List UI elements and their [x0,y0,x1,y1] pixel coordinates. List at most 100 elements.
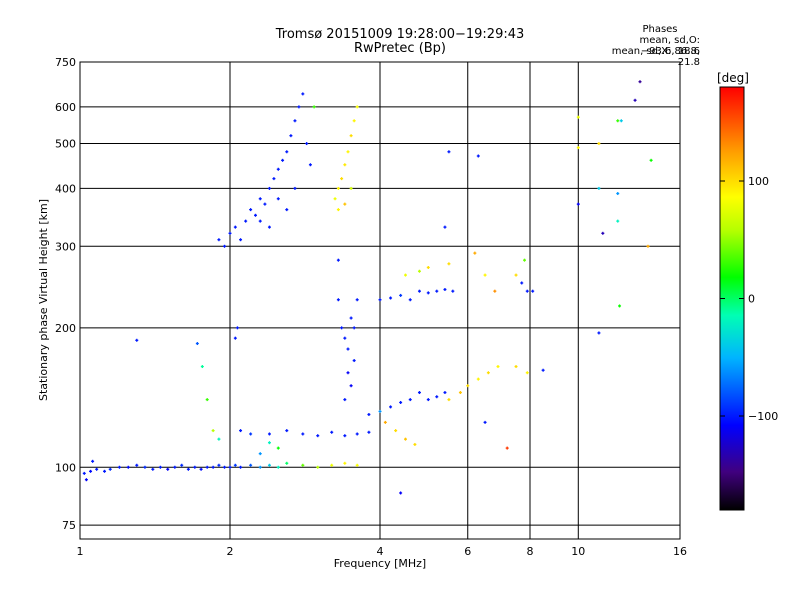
data-point [205,398,209,402]
data-point [383,420,387,424]
data-point [84,478,88,482]
data-point [312,105,316,109]
x-tick-label: 1 [77,545,84,558]
data-point [173,465,177,469]
data-point [399,400,403,404]
data-point [486,371,490,375]
data-point [195,342,199,346]
data-points [82,80,653,495]
data-point [267,225,271,229]
data-point [343,398,347,402]
data-point [576,115,580,119]
data-point [316,465,320,469]
data-point [616,119,620,123]
data-point [233,225,237,229]
data-point [228,465,232,469]
data-point [483,273,487,277]
grid-lines [80,62,680,539]
data-point [355,463,359,467]
colorbar-ticks: 100 0 −100 [720,175,778,423]
x-tick-label: 4 [377,545,384,558]
data-point [378,409,382,413]
data-point [505,446,509,450]
data-point [272,177,276,181]
data-point [308,163,312,167]
data-point [108,467,112,471]
data-point [281,158,285,162]
data-point [616,192,620,196]
data-point [285,208,289,212]
y-axis-label: Stationary phase Virtual Height [km] [37,199,50,401]
data-point [276,446,280,450]
data-point [235,326,239,330]
data-point [403,273,407,277]
data-point [89,469,93,473]
data-point [646,244,650,248]
chart-subtitle: RwPretec (Bp) [353,41,447,56]
data-point [217,437,221,441]
data-point [493,289,497,293]
data-point [258,465,262,469]
data-point [389,296,393,300]
data-point [333,197,337,201]
y-axis-ticks: 75 100 200 300 400 500 600 750 [55,56,76,532]
phase-box-title: Phases [642,24,678,35]
data-point [117,465,121,469]
data-point [301,432,305,436]
y-tick-label: 75 [62,519,76,532]
data-point [228,231,232,235]
data-point [355,105,359,109]
data-point [346,347,350,351]
data-point [458,391,462,395]
data-point [447,150,451,154]
data-point [135,338,139,342]
data-point [496,365,500,369]
data-point [276,197,280,201]
data-point [180,463,184,467]
data-point [514,273,518,277]
data-point [473,251,477,255]
data-point [95,467,99,471]
data-point [343,163,347,167]
data-point [330,430,334,434]
colorbar-label: [deg] [717,71,749,85]
data-point [239,465,243,469]
data-point [211,465,215,469]
data-point [367,430,371,434]
data-point [343,434,347,438]
data-point [249,463,253,467]
data-point [285,150,289,154]
data-point [426,398,430,402]
data-point [514,365,518,369]
data-point [378,298,382,302]
data-point [352,119,356,123]
x-axis-ticks: 1 2 4 6 8 10 16 [77,545,688,558]
data-point [576,202,580,206]
data-point [186,467,190,471]
data-point [91,459,95,463]
data-point [258,452,262,456]
data-point [576,146,580,150]
data-point [367,412,371,416]
plot-frame [79,61,681,540]
data-point [276,167,280,171]
data-point [355,432,359,436]
data-point [340,326,344,330]
data-point [413,442,417,446]
data-point [239,429,243,433]
data-point [476,377,480,381]
data-point [223,465,227,469]
data-point [199,467,203,471]
data-point [297,105,301,109]
data-point [135,463,139,467]
data-point [525,289,529,293]
data-point [289,134,293,138]
data-point [267,186,271,190]
data-point [346,371,350,375]
data-point [531,289,535,293]
data-point [601,231,605,235]
data-point [239,238,243,242]
x-tick-label: 10 [571,545,585,558]
data-point [82,471,86,475]
data-point [349,384,353,388]
